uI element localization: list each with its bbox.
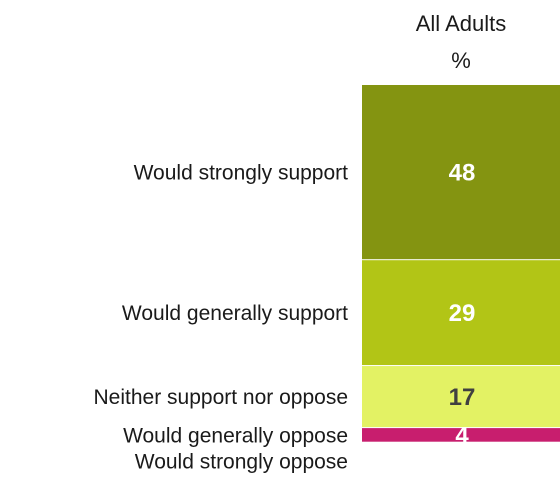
bar-segment-would-generally-support xyxy=(362,260,560,367)
bar-segment-would-strongly-support xyxy=(362,85,560,261)
column-header: All Adults xyxy=(416,11,507,36)
value-labels: 48 29 17 4 xyxy=(449,160,476,450)
value-label-would-strongly-support: 48 xyxy=(449,160,476,187)
bar-segment-neither-support-nor-oppose xyxy=(362,366,560,429)
value-label-would-generally-oppose: 4 xyxy=(455,422,469,449)
value-label-neither-support-nor-oppose: 17 xyxy=(449,384,476,411)
category-label-would-generally-support: Would generally support xyxy=(122,302,348,325)
bar-segment-would-generally-oppose xyxy=(362,428,560,443)
category-label-would-strongly-oppose: Would strongly oppose xyxy=(135,450,348,473)
category-label-would-generally-oppose: Would generally oppose xyxy=(123,424,348,447)
category-labels: Would strongly support Would generally su… xyxy=(94,162,349,474)
category-label-neither-support-nor-oppose: Neither support nor oppose xyxy=(94,386,349,409)
segment-separator xyxy=(362,441,560,444)
unit-label: % xyxy=(451,48,471,73)
value-label-would-generally-support: 29 xyxy=(449,300,476,327)
bar-segments xyxy=(362,85,560,444)
category-label-would-strongly-support: Would strongly support xyxy=(134,162,349,185)
